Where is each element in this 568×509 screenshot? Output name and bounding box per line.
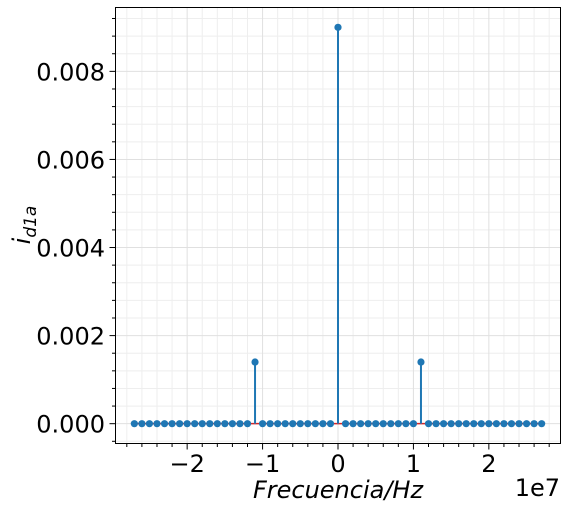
stem-marker (319, 420, 327, 428)
stem-marker (236, 420, 244, 428)
stem-marker (168, 420, 176, 428)
stem-marker (409, 420, 418, 428)
stem-marker (191, 420, 199, 428)
stem-marker (455, 420, 463, 428)
x-tick-label: 1 (406, 450, 421, 478)
stem-marker (160, 420, 169, 428)
stem-marker (530, 420, 538, 428)
stem-marker (364, 420, 372, 428)
x-axis-label: Frecuencia/Hz (253, 476, 425, 504)
stem-marker (341, 420, 350, 428)
stem-marker (372, 420, 380, 428)
stem-marker (198, 420, 206, 428)
x-tick-label: 2 (481, 450, 496, 478)
axis-ticks (109, 18, 550, 450)
stem-marker (485, 420, 493, 428)
stem-marker (221, 420, 229, 428)
stem-marker (349, 420, 357, 428)
y-tick-label: 0.000 (36, 411, 105, 439)
x-tick-label: −2 (169, 450, 204, 478)
stem-marker (470, 420, 478, 428)
stem-marker (432, 420, 440, 428)
stem-marker (145, 420, 154, 428)
stem-marker (296, 420, 304, 428)
stem-marker (304, 420, 312, 428)
y-axis-label-main: i (8, 237, 36, 244)
stem-marker (251, 358, 259, 366)
y-axis-label: id1a (8, 206, 41, 245)
stem-marker (500, 420, 508, 428)
stem-series (130, 23, 546, 428)
stem-marker (228, 420, 237, 428)
x-offset-label: 1e7 (515, 474, 560, 502)
y-tick-label: 0.008 (36, 58, 105, 86)
stem-marker (266, 420, 274, 428)
y-tick-label: 0.006 (36, 146, 105, 174)
stem-marker (138, 420, 146, 428)
stem-marker (462, 420, 470, 428)
stem-marker (522, 420, 531, 428)
stem-marker (311, 420, 319, 428)
stem-marker (402, 420, 410, 428)
stem-marker (183, 420, 191, 428)
y-tick-label: 0.002 (36, 323, 105, 351)
stem-marker (326, 420, 335, 428)
stem-marker (243, 420, 252, 428)
stem-marker (258, 420, 267, 428)
stem-marker (206, 420, 214, 428)
stem-marker (153, 420, 161, 428)
stem-marker (394, 420, 402, 428)
stem-marker (417, 358, 425, 366)
stem-marker (274, 420, 282, 428)
stem-marker (538, 420, 546, 428)
stem-marker (492, 420, 500, 428)
y-axis-label-sub: d1a (21, 206, 41, 238)
stem-marker (515, 420, 523, 428)
x-tick-labels: −2 −1 0 1 2 (169, 450, 496, 478)
stem-marker (424, 420, 433, 428)
stem-marker (281, 420, 289, 428)
stem-marker (213, 420, 221, 428)
y-tick-labels: 0.000 0.002 0.004 0.006 0.008 (36, 58, 105, 438)
stem-marker (130, 420, 138, 428)
stem-marker (289, 420, 297, 428)
y-tick-label: 0.004 (36, 235, 105, 263)
plot-frame (115, 7, 561, 444)
stem-marker (176, 420, 184, 428)
stem-marker (477, 420, 485, 428)
stem-marker (379, 420, 387, 428)
stem-marker (447, 420, 455, 428)
stem-marker (439, 420, 448, 428)
stem-marker (357, 420, 365, 428)
stem-marker (334, 23, 342, 31)
x-tick-label: 0 (330, 450, 345, 478)
stem-marker (507, 420, 516, 428)
x-tick-label: −1 (245, 450, 280, 478)
stem-marker (387, 420, 395, 428)
